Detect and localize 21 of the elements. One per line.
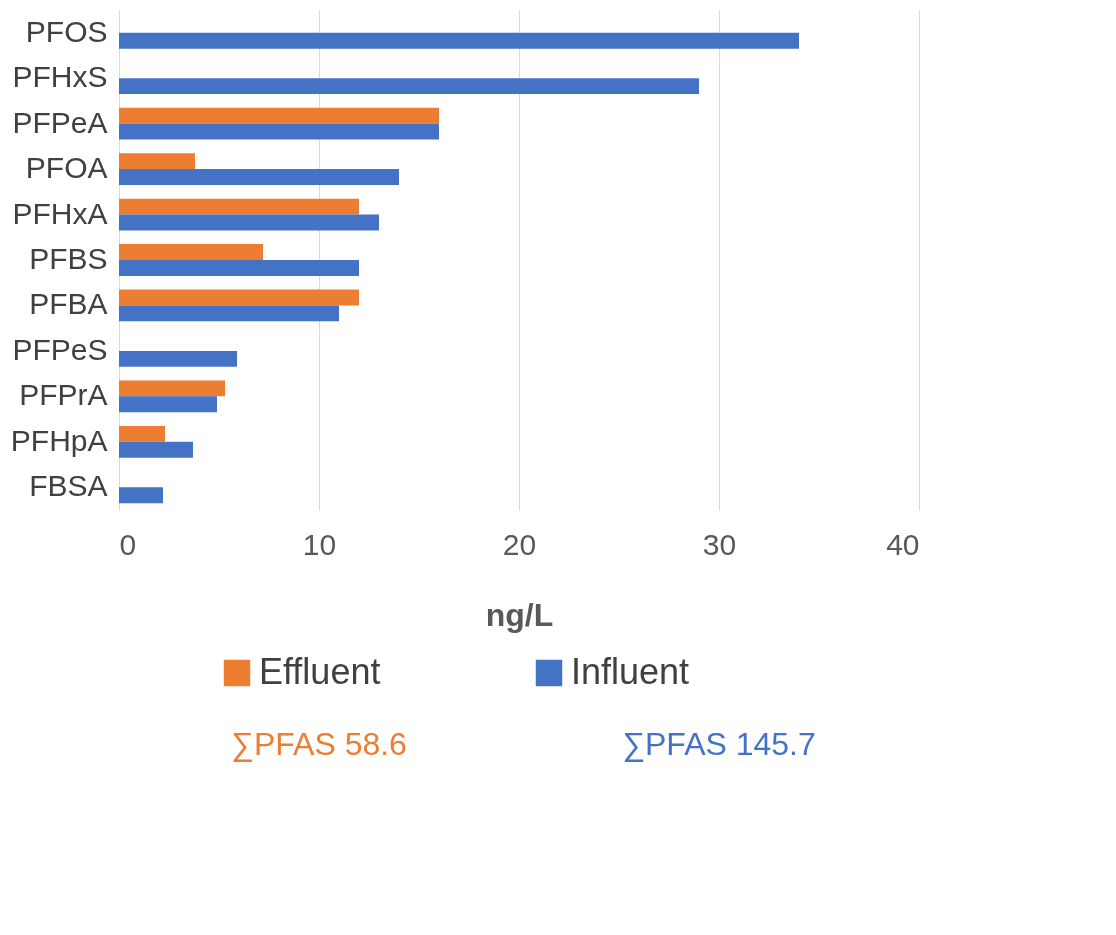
x-tick-label: 0	[119, 527, 137, 561]
y-tick-label: PFHxS	[12, 60, 108, 94]
x-tick-label: 40	[886, 527, 920, 561]
y-tick-label: PFOS	[25, 14, 108, 48]
text: ∑PFAS 145.7	[622, 726, 816, 762]
y-tick-label: FBSA	[29, 469, 108, 503]
y-tick-label: PFBS	[29, 242, 108, 275]
y-tick-label: PFHxA	[12, 196, 108, 230]
y-tick-label: PFPeA	[12, 105, 108, 139]
y-tick-label: PFBA	[29, 287, 108, 321]
y-tick-label: PFPeS	[12, 332, 108, 366]
x-tick-label: 20	[502, 527, 537, 561]
legend-label: Effluent	[259, 651, 381, 692]
y-tick-label: PFPrA	[19, 378, 108, 412]
x-tick-label: 10	[302, 527, 337, 561]
text: ∑PFAS 58.6	[231, 726, 407, 762]
y-tick-label: PFOA	[25, 151, 108, 185]
y-tick-label: PFHpA	[10, 423, 108, 457]
legend-label: Influent	[571, 651, 690, 692]
x-tick-label: 30	[702, 527, 737, 561]
x-axis-title: ng/L	[485, 596, 554, 633]
